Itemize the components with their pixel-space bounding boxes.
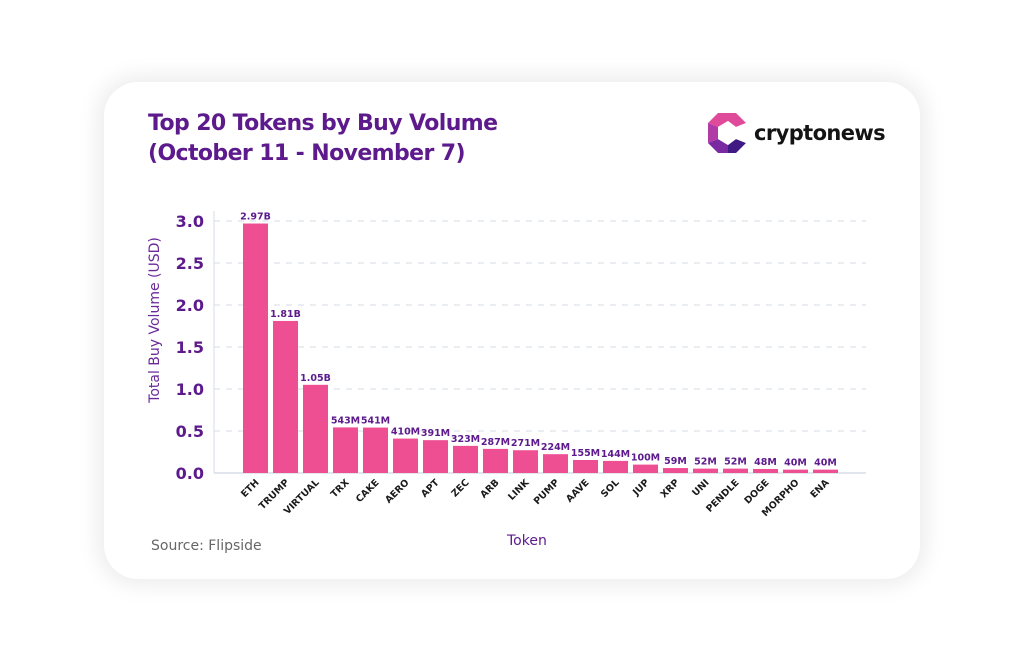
data-label: 100M [631, 453, 660, 464]
x-tick-label: ZEC [449, 477, 471, 499]
x-tick-label: AERO [383, 477, 411, 505]
bar-aave [573, 459, 598, 473]
data-label: 52M [694, 457, 717, 468]
bar-pendle [723, 468, 748, 473]
data-label: 40M [814, 458, 837, 469]
bar-eth [243, 223, 268, 473]
bar-uni [693, 468, 718, 473]
chart-title: Top 20 Tokens by Buy Volume (October 11 … [148, 109, 498, 169]
bar-zec [453, 445, 478, 473]
data-label: 1.81B [270, 309, 301, 320]
bar-pump [543, 454, 568, 473]
data-label: 543M [331, 415, 360, 426]
x-tick-label: CAKE [354, 477, 382, 505]
x-axis-label: Token [507, 533, 547, 549]
data-label: 2.97B [240, 212, 271, 223]
y-tick-label: 1.5 [176, 338, 204, 357]
y-tick-label: 2.0 [176, 296, 204, 315]
data-label: 410M [391, 427, 420, 438]
y-tick-label: 0.0 [176, 464, 204, 483]
data-label: 224M [541, 442, 570, 453]
cryptonews-logo-icon [708, 113, 746, 153]
y-tick-label: 3.0 [176, 212, 204, 231]
data-label: 541M [361, 416, 390, 427]
x-tick-label: PUMP [532, 477, 562, 507]
y-axis-label-text: Total Buy Volume (USD) [147, 237, 163, 403]
chart-card [104, 82, 920, 579]
x-tick-label: ARB [478, 477, 501, 500]
bar-doge [753, 468, 778, 473]
x-tick-label: AAVE [564, 477, 592, 505]
bar-apt [423, 440, 448, 473]
bar-link [513, 450, 538, 473]
bar-aero [393, 438, 418, 473]
data-label: 1.05B [300, 373, 331, 384]
data-label: 391M [421, 428, 450, 439]
bar-sol [603, 460, 628, 473]
data-label: 59M [664, 456, 687, 467]
x-tick-label: TRX [329, 477, 352, 500]
x-tick-label: XRP [659, 477, 682, 500]
data-label: 271M [511, 438, 540, 449]
cryptonews-logo: cryptonews [708, 113, 886, 153]
chart-title-line1: Top 20 Tokens by Buy Volume [148, 111, 498, 136]
bar-jup [633, 464, 658, 473]
data-label: 40M [784, 458, 807, 469]
x-tick-label: DOGE [742, 477, 771, 506]
data-label: 155M [571, 448, 600, 459]
x-tick-label: UNI [690, 477, 711, 498]
data-label: 287M [481, 437, 510, 448]
source-note: Source: Flipside [151, 538, 262, 554]
data-label: 48M [754, 457, 777, 468]
x-tick-label: ETH [239, 477, 262, 500]
chart-title-line2: (October 11 - November 7) [148, 141, 466, 166]
x-tick-label: PENDLE [704, 477, 741, 514]
x-tick-label: ENA [808, 477, 832, 501]
logo-wordmark: cryptonews [754, 121, 886, 145]
bar-arb [483, 448, 508, 473]
bar-ena [813, 469, 838, 473]
data-label: 323M [451, 434, 480, 445]
y-tick-label: 2.5 [176, 254, 204, 273]
bar-trump [273, 320, 298, 473]
bar-virtual [303, 384, 328, 473]
bar-xrp [663, 468, 688, 473]
y-tick-label: 0.5 [176, 422, 204, 441]
x-tick-label: LINK [506, 477, 532, 503]
data-label: 52M [724, 457, 747, 468]
bar-morpho [783, 469, 808, 473]
x-tick-label: APT [419, 477, 442, 500]
bar-trx [333, 427, 358, 473]
bar-cake [363, 427, 388, 473]
y-tick-label: 1.0 [176, 380, 204, 399]
x-tick-label: SOL [599, 477, 622, 500]
x-tick-label: JUP [630, 477, 651, 498]
data-label: 144M [601, 449, 630, 460]
